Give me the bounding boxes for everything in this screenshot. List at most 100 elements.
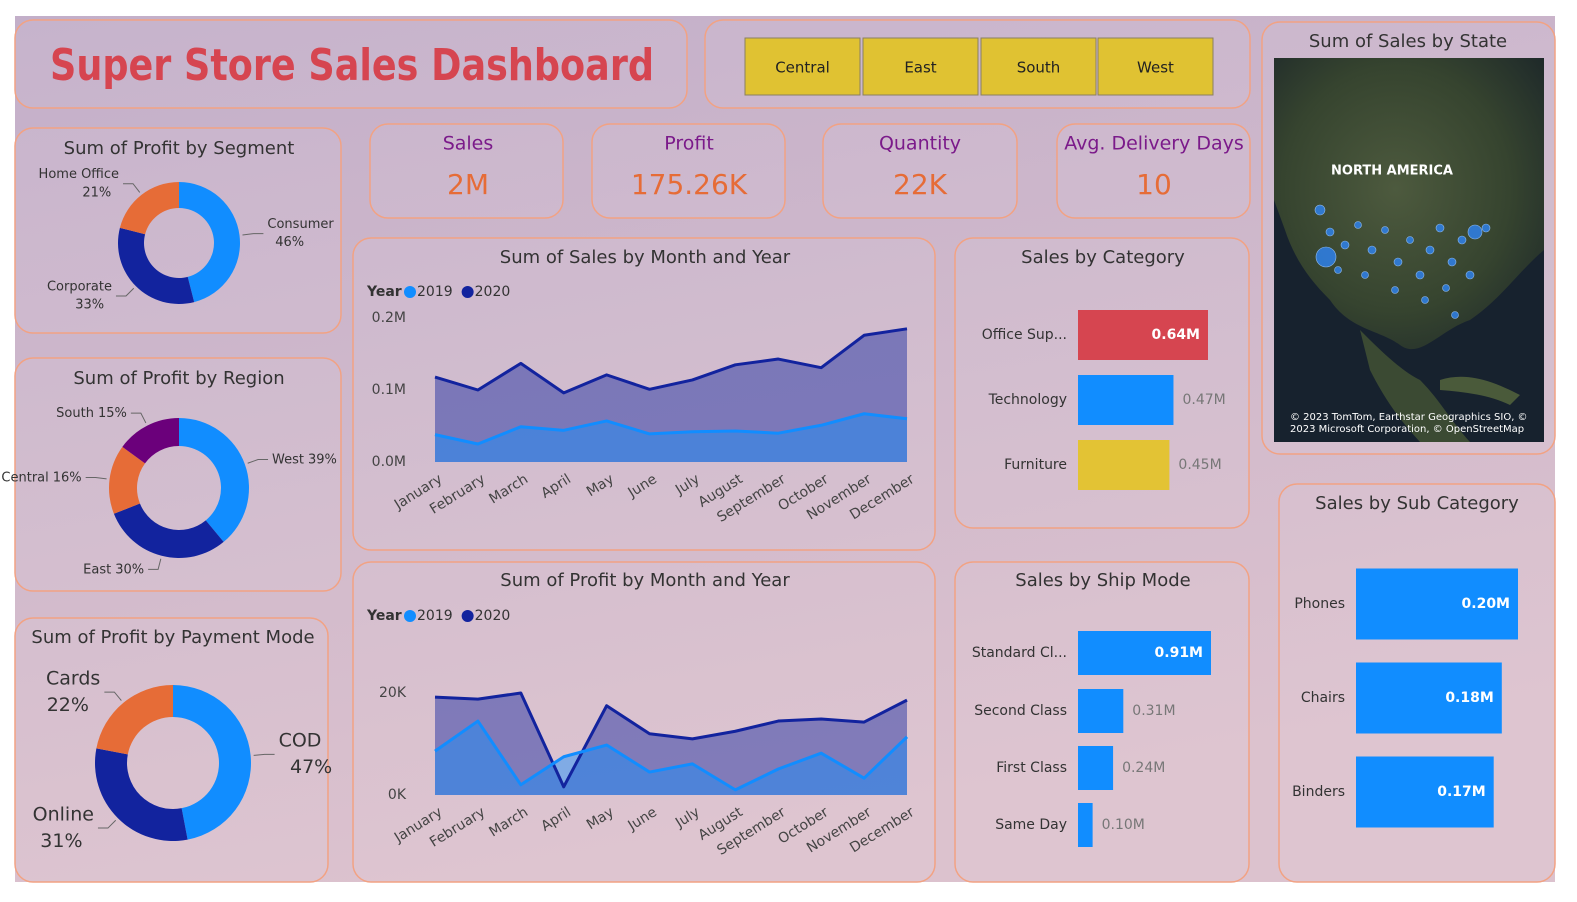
- leader-line: [148, 558, 162, 570]
- category-label: Chairs: [1301, 690, 1345, 706]
- card: [14, 19, 688, 109]
- slicer-button[interactable]: East: [862, 37, 979, 96]
- kpi-label: Profit: [664, 133, 714, 155]
- slice-value-label: 30%: [115, 562, 144, 577]
- map-region-label: NORTH AMERICA: [1331, 164, 1453, 179]
- chart-title: Sales by Ship Mode: [1015, 570, 1190, 591]
- map-marker: [1451, 311, 1459, 319]
- slice-label-group: East 30%: [83, 562, 144, 577]
- slicer-button-bg: [744, 37, 861, 96]
- map-land: [1440, 376, 1520, 405]
- map-land: [1360, 330, 1470, 442]
- value-label: 0.47M: [1182, 392, 1225, 408]
- leader-line: [85, 476, 107, 480]
- map-marker: [1391, 286, 1399, 294]
- slice-value-label: 15%: [98, 406, 127, 421]
- map-title: Sum of Sales by State: [1309, 31, 1507, 52]
- category-label: Furniture: [1004, 457, 1067, 473]
- slicer-button[interactable]: West: [1097, 37, 1214, 96]
- map-marker: [1415, 270, 1425, 280]
- slice-value-label: 16%: [53, 470, 82, 485]
- donut-slice: [113, 503, 224, 558]
- donut-slice: [95, 748, 188, 841]
- legend-title: Year: [366, 608, 402, 624]
- area-fill: [435, 693, 907, 795]
- legend-marker: [404, 286, 416, 298]
- donut-slice: [117, 227, 195, 304]
- slicer-label: Central: [775, 59, 830, 77]
- card: [369, 123, 564, 219]
- chart-title: Sales by Category: [1021, 247, 1185, 268]
- card: [14, 127, 342, 334]
- map-marker: [1425, 245, 1435, 255]
- slicer-button[interactable]: Central: [744, 37, 861, 96]
- map: NORTH AMERICA © 2023 TomTom, Earthstar G…: [1274, 31, 1544, 442]
- slice-label: East: [83, 562, 111, 577]
- card: [822, 123, 1018, 219]
- value-label: 0.91M: [1155, 645, 1203, 661]
- line: [434, 719, 909, 792]
- chart-title: Sum of Sales by Month and Year: [500, 247, 791, 268]
- area-fill: [435, 721, 907, 795]
- y-tick-label: 0.2M: [372, 310, 406, 326]
- slicer-button-bg: [862, 37, 979, 96]
- slice-label: Consumer: [267, 217, 334, 232]
- value-label: 0.17M: [1437, 784, 1485, 800]
- map-marker: [1340, 240, 1350, 250]
- slicer-button[interactable]: South: [980, 37, 1097, 96]
- line: [434, 327, 908, 395]
- leader-line: [242, 233, 264, 236]
- legend-label: 2020: [475, 608, 511, 624]
- chart-title: Sum of Profit by Payment Mode: [31, 627, 314, 648]
- legend-marker: [461, 286, 474, 298]
- y-tick-label: 0K: [388, 787, 407, 803]
- leader-line: [97, 819, 117, 829]
- chart-title: Sum of Profit by Month and Year: [500, 570, 790, 591]
- map-marker: [1325, 227, 1335, 237]
- slice-label: Online: [33, 803, 94, 825]
- slice-label: Central: [1, 470, 48, 485]
- legend-marker: [404, 610, 416, 622]
- slice-label-group: Central 16%: [1, 470, 81, 485]
- map-marker: [1442, 284, 1450, 292]
- slicer-label: East: [904, 59, 936, 77]
- slice-value-label: 47%: [290, 756, 332, 778]
- map-marker: [1393, 257, 1403, 267]
- category-label: Second Class: [974, 703, 1067, 719]
- bar: [1078, 440, 1170, 490]
- kpi-value: 2M: [447, 168, 489, 201]
- donut-slice: [96, 684, 173, 755]
- card: [352, 561, 936, 883]
- kpi-label: Sales: [443, 133, 494, 155]
- value-label: 0.20M: [1462, 596, 1510, 612]
- slice-label: Corporate: [47, 279, 112, 294]
- map-land: [1274, 58, 1544, 350]
- bar: [1078, 310, 1208, 360]
- kpi-label: Avg. Delivery Days: [1064, 133, 1244, 155]
- card: [1056, 123, 1251, 219]
- dashboard-title: Super Store Sales Dashboard: [50, 40, 654, 91]
- kpi-label: Quantity: [879, 133, 961, 155]
- bar: [1356, 756, 1494, 828]
- legend-label: 2020: [475, 284, 511, 300]
- bar: [1356, 568, 1518, 640]
- slicer-button-bg: [1097, 37, 1214, 96]
- map-marker: [1457, 235, 1467, 245]
- slice-value-label: 46%: [275, 235, 304, 250]
- slice-label: West: [272, 452, 304, 467]
- category-label: Phones: [1294, 596, 1345, 612]
- slicer-button-bg: [980, 37, 1097, 96]
- card: [352, 237, 936, 551]
- donut-slice: [173, 685, 252, 840]
- slice-value-label: 31%: [40, 830, 82, 852]
- slice-label: South: [56, 406, 94, 421]
- map-marker: [1406, 236, 1414, 244]
- leader-line: [130, 412, 147, 424]
- kpi-value: 175.26K: [631, 168, 748, 201]
- donut-slice: [179, 182, 241, 303]
- slicer-label: South: [1017, 59, 1061, 77]
- value-label: 0.18M: [1445, 690, 1493, 706]
- bar: [1078, 746, 1114, 790]
- category-label: First Class: [996, 760, 1067, 776]
